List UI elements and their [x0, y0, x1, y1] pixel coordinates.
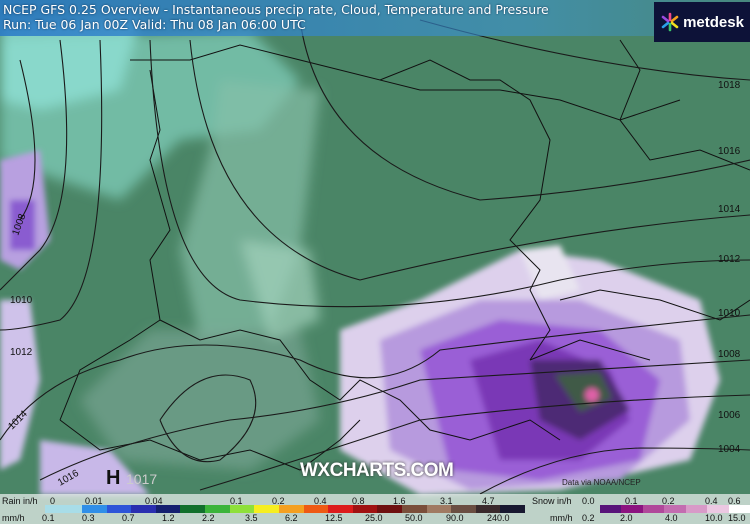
legend-swatch	[205, 505, 231, 513]
data-credit: Data via NOAA/NCEP	[562, 478, 641, 487]
legend-swatch	[500, 505, 526, 513]
legend-swatch	[377, 505, 403, 513]
isobar-label: 1004	[718, 444, 741, 455]
rain-mm-tick: 50.0	[405, 513, 423, 523]
rain-mm-tick: 0.3	[82, 513, 95, 523]
title-line-1: NCEP GFS 0.25 Overview - Instantaneous p…	[3, 2, 549, 17]
watermark: WXCHARTS.COM	[300, 460, 454, 481]
legend-swatch	[707, 505, 730, 513]
rain-mm-tick: 90.0	[446, 513, 464, 523]
rain-mm-label: mm/h	[2, 513, 25, 523]
rain-mm-tick: 1.2	[162, 513, 175, 523]
precip-legend: Rain in/h mm/h Snow in/h mm/h 0 0.01 0.04 0…	[0, 494, 750, 524]
snow-mm-tick: 2.0	[620, 513, 633, 523]
isobar-label: 1010	[718, 308, 741, 319]
legend-swatch	[401, 505, 428, 513]
isobar-label: 1018	[718, 80, 741, 91]
rain-mm-tick: 0.7	[122, 513, 135, 523]
legend-swatch	[621, 505, 644, 513]
header-bar: NCEP GFS 0.25 Overview - Instantaneous p…	[0, 0, 750, 36]
snow-mm-tick: 4.0	[665, 513, 678, 523]
rain-in-tick: 4.7	[482, 496, 495, 506]
snow-in-tick: 0.0	[582, 496, 595, 506]
isobar-label: 1016	[718, 146, 741, 157]
snow-in-tick: 0.4	[705, 496, 718, 506]
legend-swatch	[664, 505, 687, 513]
snow-in-tick: 0.2	[662, 496, 675, 506]
legend-swatch	[82, 505, 108, 513]
legend-swatch	[426, 505, 452, 513]
asterisk-flower-icon	[661, 12, 679, 32]
high-pressure-marker: H	[106, 467, 120, 489]
snow-mm-tick: 15.0	[728, 513, 746, 523]
legend-swatch	[328, 505, 354, 513]
isobar-label: 1010	[10, 295, 33, 306]
legend-swatch	[475, 505, 501, 513]
country-borders	[59, 39, 750, 471]
isobar-label: 1008	[718, 349, 741, 360]
legend-swatch	[642, 505, 665, 513]
isobar-label: 1014	[718, 204, 741, 215]
rain-in-tick: 0.01	[85, 496, 103, 506]
rain-in-tick: 0	[50, 496, 56, 506]
legend-swatch	[254, 505, 280, 513]
rain-mm-tick: 3.5	[245, 513, 258, 523]
rain-mm-tick: 0.1	[42, 513, 55, 523]
rain-mm-tick: 2.2	[202, 513, 215, 523]
snow-mm-tick: 10.0	[705, 513, 723, 523]
legend-swatch	[600, 505, 622, 513]
title-line-2: Run: Tue 06 Jan 00Z Valid: Thu 08 Jan 06…	[3, 17, 306, 32]
snow-in-label: Snow in/h	[532, 496, 572, 506]
rain-in-tick: 0.8	[352, 496, 365, 506]
rain-mm-tick: 25.0	[365, 513, 383, 523]
snow-mm-label: mm/h	[550, 513, 573, 523]
rain-in-tick: 0.04	[145, 496, 163, 506]
legend-swatch	[303, 505, 329, 513]
rain-mm-tick: 12.5	[325, 513, 343, 523]
chart-title: NCEP GFS 0.25 Overview - Instantaneous p…	[3, 2, 549, 32]
legend-swatch	[278, 505, 304, 513]
rain-mm-tick: 240.0	[487, 513, 510, 523]
legend-swatch	[180, 505, 206, 513]
rain-in-tick: 3.1	[440, 496, 453, 506]
rain-in-tick: 0.4	[314, 496, 327, 506]
legend-swatch	[451, 505, 477, 513]
legend-swatch	[106, 505, 132, 513]
rain-mm-tick: 6.2	[285, 513, 298, 523]
rain-in-tick: 0.1	[230, 496, 243, 506]
high-pressure-value: 1017	[126, 471, 157, 487]
rain-in-tick: 0.2	[272, 496, 285, 506]
legend-swatch	[45, 505, 82, 513]
snow-mm-tick: 0.2	[582, 513, 595, 523]
logo-text: metdesk	[683, 13, 744, 31]
isobar-label: 1012	[718, 254, 741, 265]
legend-swatch	[229, 505, 255, 513]
isobar-label: 1006	[718, 410, 741, 421]
snow-in-tick: 0.6	[728, 496, 741, 506]
rain-in-tick: 1.6	[393, 496, 406, 506]
legend-swatch	[685, 505, 708, 513]
rain-in-label: Rain in/h	[2, 496, 38, 506]
legend-swatch	[352, 505, 378, 513]
metdesk-logo: metdesk	[654, 2, 750, 42]
legend-swatch	[728, 505, 750, 513]
legend-swatch	[155, 505, 181, 513]
snow-in-tick: 0.1	[625, 496, 638, 506]
legend-swatch	[131, 505, 157, 513]
isobar-label: 1012	[10, 347, 33, 358]
